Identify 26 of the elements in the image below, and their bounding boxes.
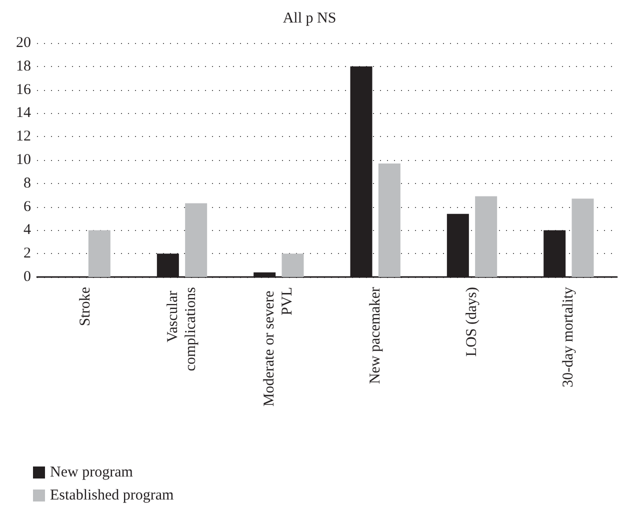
y-tick-label: 12 bbox=[16, 128, 31, 145]
bar bbox=[378, 164, 400, 277]
bar bbox=[572, 198, 594, 277]
x-tick-label: LOS (days) bbox=[464, 287, 480, 357]
y-tick-label: 16 bbox=[16, 82, 32, 98]
x-tick-label: Moderate or severe PVL bbox=[262, 287, 296, 407]
bar bbox=[282, 254, 304, 277]
y-tick-label: 14 bbox=[16, 105, 32, 122]
x-tick-label: Stroke bbox=[77, 286, 94, 326]
chart-title: All p NS bbox=[282, 10, 336, 26]
y-tick-label: 0 bbox=[24, 269, 31, 285]
y-tick-label: 2 bbox=[24, 246, 31, 262]
y-tick-label: 6 bbox=[24, 198, 32, 215]
y-tick-label: 4 bbox=[24, 222, 32, 238]
bar bbox=[88, 230, 110, 277]
y-tick-label: 10 bbox=[16, 152, 31, 168]
x-tick-label: New pacemaker bbox=[367, 287, 384, 384]
legend-label: New program bbox=[50, 464, 134, 480]
bar bbox=[475, 196, 498, 277]
y-tick-label: 18 bbox=[16, 58, 31, 74]
y-tick-label: 20 bbox=[16, 35, 31, 51]
x-tick-label: Vascular complications bbox=[165, 286, 199, 372]
x-tick-label: 30-day mortality bbox=[560, 286, 577, 388]
y-tick-label: 8 bbox=[24, 175, 31, 192]
bar bbox=[185, 203, 208, 277]
legend-label: Established program bbox=[50, 488, 174, 504]
